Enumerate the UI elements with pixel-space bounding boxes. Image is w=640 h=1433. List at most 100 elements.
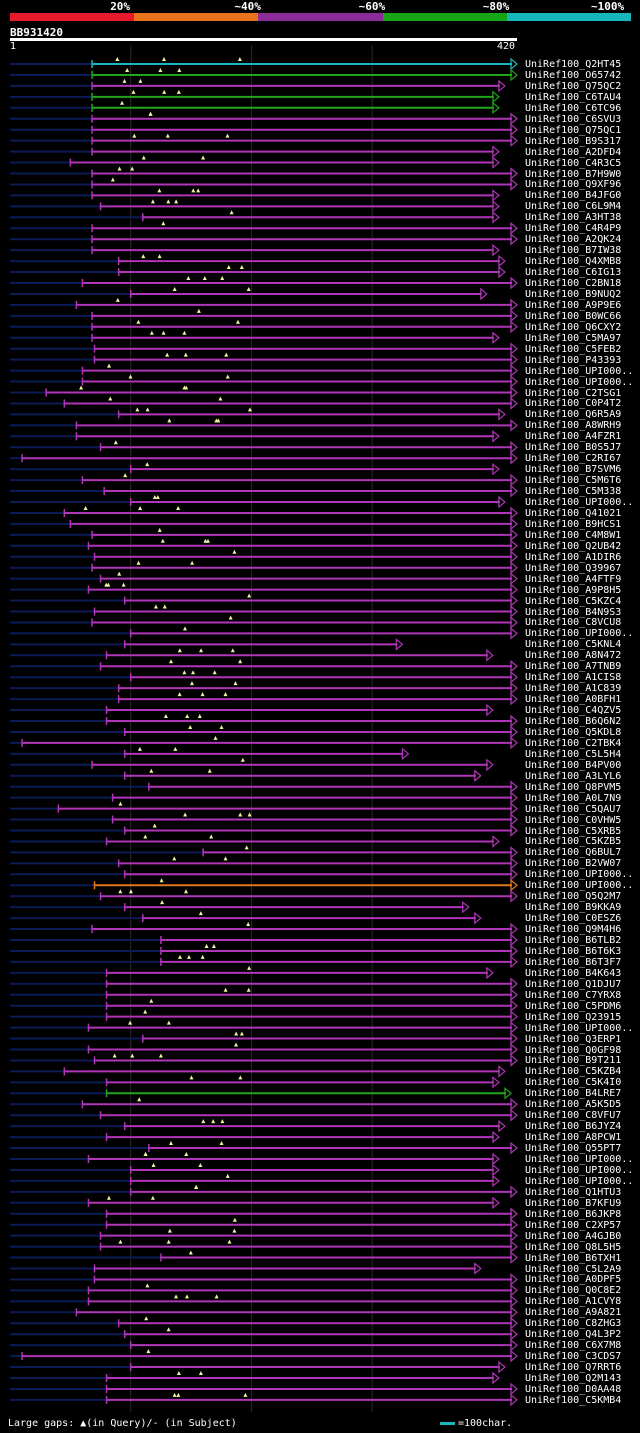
hit-label[interactable]: UniRef100_C0VHW5 xyxy=(525,814,622,826)
hit-label[interactable]: UniRef100_Q7RRT6 xyxy=(525,1362,622,1374)
hit-label[interactable]: UniRef100_C5L2A9 xyxy=(525,1263,622,1275)
hit-label[interactable]: UniRef100_B0WC66 xyxy=(525,310,622,322)
hit-label[interactable]: UniRef100_C5KNL4 xyxy=(525,639,622,651)
hit-label[interactable]: UniRef100_B4JFG0 xyxy=(525,190,622,202)
hit-label[interactable]: UniRef100_B6Q6N2 xyxy=(525,716,622,727)
hit-label[interactable]: UniRef100_A1C839 xyxy=(525,683,622,695)
hit-label[interactable]: UniRef100_C2TBK4 xyxy=(525,737,622,749)
hit-label[interactable]: UniRef100_C6L9M4 xyxy=(525,201,622,213)
hit-label[interactable]: UniRef100_P43393 xyxy=(525,354,622,366)
hit-label[interactable]: UniRef100_C2XP57 xyxy=(525,1219,622,1231)
hit-label[interactable]: UniRef100_C3CDS7 xyxy=(525,1351,622,1363)
hit-label[interactable]: UniRef100_Q0GF98 xyxy=(525,1044,622,1056)
hit-label[interactable]: UniRef100_Q2HT45 xyxy=(525,59,622,70)
hit-label[interactable]: UniRef100_C4QZV5 xyxy=(525,705,622,717)
hit-label[interactable]: UniRef100_A4FZR1 xyxy=(525,431,622,443)
hit-label[interactable]: UniRef100_C4R3C5 xyxy=(525,157,622,169)
hit-label[interactable]: UniRef100_UPI000.. xyxy=(525,376,634,388)
hit-label[interactable]: UniRef100_Q41021 xyxy=(525,507,622,519)
hit-label[interactable]: UniRef100_A0BFH1 xyxy=(525,694,622,706)
hit-label[interactable]: UniRef100_UPI000.. xyxy=(525,1164,634,1176)
hit-label[interactable]: UniRef100_B7H9W0 xyxy=(525,168,622,180)
hit-label[interactable]: UniRef100_Q4XMB8 xyxy=(525,256,622,268)
hit-label[interactable]: UniRef100_C5KZB4 xyxy=(525,1066,622,1078)
hit-label[interactable]: UniRef100_C6X7M8 xyxy=(525,1340,622,1352)
hit-label[interactable]: UniRef100_C5L5H4 xyxy=(525,748,622,760)
hit-label[interactable]: UniRef100_Q6R5A9 xyxy=(525,409,622,421)
hit-label[interactable]: UniRef100_C4M8W1 xyxy=(525,529,622,541)
hit-label[interactable]: UniRef100_C5QAU7 xyxy=(525,803,622,815)
hit-label[interactable]: UniRef100_B6TLB2 xyxy=(525,935,622,946)
hit-label[interactable]: UniRef100_A3LYL6 xyxy=(525,770,622,782)
hit-label[interactable]: UniRef100_C8VCU8 xyxy=(525,617,622,629)
hit-label[interactable]: UniRef100_C5M338 xyxy=(525,486,622,498)
hit-label[interactable]: UniRef100_C6TC96 xyxy=(525,102,622,114)
hit-label[interactable]: UniRef100_A8PCW1 xyxy=(525,1132,622,1144)
hit-label[interactable]: UniRef100_C6TAU4 xyxy=(525,91,622,103)
hit-label[interactable]: UniRef100_C2BN18 xyxy=(525,278,622,289)
hit-label[interactable]: UniRef100_Q2M143 xyxy=(525,1373,622,1384)
hit-label[interactable]: UniRef100_B4PV00 xyxy=(525,759,622,771)
hit-label[interactable]: UniRef100_C7YRX8 xyxy=(525,989,622,1001)
hit-label[interactable]: UniRef100_B6TXH1 xyxy=(525,1252,622,1264)
hit-label[interactable]: UniRef100_Q4L3P2 xyxy=(525,1329,622,1341)
hit-label[interactable]: UniRef100_UPI000.. xyxy=(525,869,634,881)
hit-label[interactable]: UniRef100_B0S5J7 xyxy=(525,442,622,454)
hit-label[interactable]: UniRef100_B9HCS1 xyxy=(525,518,622,530)
hit-label[interactable]: UniRef100_Q9XF96 xyxy=(525,179,622,191)
hit-label[interactable]: UniRef100_A4FTF9 xyxy=(525,573,622,585)
hit-label[interactable]: UniRef100_B9T211 xyxy=(525,1055,622,1067)
hit-label[interactable]: UniRef100_UPI000.. xyxy=(525,365,634,377)
hit-label[interactable]: UniRef100_Q6CXY2 xyxy=(525,321,622,333)
hit-label[interactable]: UniRef100_C5KMB4 xyxy=(525,1394,622,1406)
hit-label[interactable]: UniRef100_Q55PT7 xyxy=(525,1143,622,1155)
hit-label[interactable]: UniRef100_Q23915 xyxy=(525,1011,622,1023)
hit-label[interactable]: UniRef100_Q3ERP1 xyxy=(525,1033,622,1045)
hit-label[interactable]: UniRef100_C5MA97 xyxy=(525,332,622,344)
hit-label[interactable]: UniRef100_UPI000.. xyxy=(525,1175,634,1187)
hit-label[interactable]: UniRef100_Q8PVM5 xyxy=(525,781,622,793)
hit-label[interactable]: UniRef100_B2VW07 xyxy=(525,858,622,870)
hit-label[interactable]: UniRef100_UPI000.. xyxy=(525,628,634,640)
hit-label[interactable]: UniRef100_UPI000.. xyxy=(525,880,634,892)
hit-label[interactable]: UniRef100_O65742 xyxy=(525,69,622,81)
hit-label[interactable]: UniRef100_C5K4I0 xyxy=(525,1077,622,1089)
hit-label[interactable]: UniRef100_A0DPF5 xyxy=(525,1274,622,1286)
hit-label[interactable]: UniRef100_Q75QC1 xyxy=(525,124,622,136)
hit-label[interactable]: UniRef100_A5K5D5 xyxy=(525,1099,622,1111)
hit-label[interactable]: UniRef100_B4LRE7 xyxy=(525,1088,622,1100)
hit-label[interactable]: UniRef100_Q2UB42 xyxy=(525,540,622,552)
hit-label[interactable]: UniRef100_C5FEB2 xyxy=(525,343,622,355)
hit-label[interactable]: UniRef100_A1CIS8 xyxy=(525,672,622,684)
hit-label[interactable]: UniRef100_C8VFU7 xyxy=(525,1110,622,1122)
hit-label[interactable]: UniRef100_C5KZB5 xyxy=(525,836,622,848)
hit-label[interactable]: UniRef100_B4K643 xyxy=(525,967,622,979)
hit-label[interactable]: UniRef100_Q0C8E2 xyxy=(525,1285,622,1297)
hit-label[interactable]: UniRef100_Q6BUL7 xyxy=(525,847,622,859)
hit-label[interactable]: UniRef100_A4GJB0 xyxy=(525,1230,622,1242)
hit-label[interactable]: UniRef100_C0P4T2 xyxy=(525,398,622,410)
hit-label[interactable]: UniRef100_A1DIR6 xyxy=(525,551,622,563)
hit-label[interactable]: UniRef100_C0ESZ6 xyxy=(525,913,622,925)
hit-label[interactable]: UniRef100_C6IG13 xyxy=(525,267,622,279)
hit-label[interactable]: UniRef100_Q1HTU3 xyxy=(525,1186,622,1198)
hit-label[interactable]: UniRef100_C4R4P9 xyxy=(525,223,622,235)
hit-label[interactable]: UniRef100_Q9M4H6 xyxy=(525,924,622,936)
hit-label[interactable]: UniRef100_Q1DJU7 xyxy=(525,978,622,990)
hit-label[interactable]: UniRef100_B4N9S3 xyxy=(525,606,622,618)
hit-label[interactable]: UniRef100_D0AA48 xyxy=(525,1383,622,1395)
hit-label[interactable]: UniRef100_B9KKA9 xyxy=(525,902,622,914)
hit-label[interactable]: UniRef100_B6JYZ4 xyxy=(525,1121,622,1133)
hit-label[interactable]: UniRef100_A2QK24 xyxy=(525,234,622,246)
hit-label[interactable]: UniRef100_B7SVM6 xyxy=(525,464,622,476)
hit-label[interactable]: UniRef100_C5XRB5 xyxy=(525,825,622,837)
hit-label[interactable]: UniRef100_C2TSG1 xyxy=(525,387,622,399)
hit-label[interactable]: UniRef100_C5PDM6 xyxy=(525,1000,622,1012)
hit-label[interactable]: UniRef100_UPI000.. xyxy=(525,1154,634,1165)
hit-label[interactable]: UniRef100_C6SVU3 xyxy=(525,113,622,125)
hit-label[interactable]: UniRef100_A9P8H5 xyxy=(525,584,622,596)
hit-label[interactable]: UniRef100_Q39967 xyxy=(525,562,622,574)
hit-label[interactable]: UniRef100_A1CVY8 xyxy=(525,1296,622,1308)
hit-label[interactable]: UniRef100_A9P9E6 xyxy=(525,299,622,311)
hit-label[interactable]: UniRef100_B9S317 xyxy=(525,135,622,147)
